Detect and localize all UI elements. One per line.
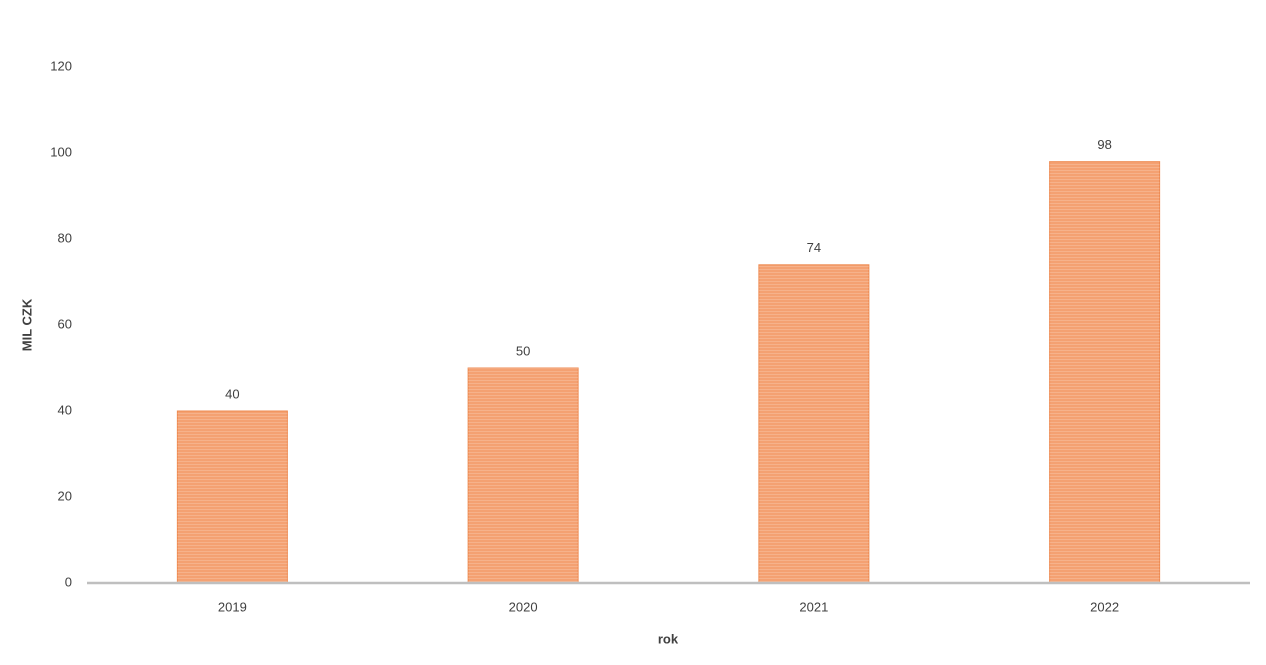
x-axis-title: rok [658,631,679,646]
bar [176,410,288,584]
bar [1049,161,1161,584]
bar [467,367,579,584]
data-label: 74 [807,240,821,255]
y-tick-label: 80 [58,230,72,245]
y-tick-label: 0 [65,574,72,589]
x-tick-label: 2021 [799,599,828,614]
data-label: 98 [1097,137,1111,152]
data-label: 40 [225,386,239,401]
x-tick-label: 2022 [1090,599,1119,614]
bar [758,264,870,584]
data-label: 50 [516,343,530,358]
y-tick-label: 60 [58,316,72,331]
y-tick-label: 100 [50,144,72,159]
x-tick-label: 2020 [509,599,538,614]
y-tick-label: 120 [50,58,72,73]
y-tick-label: 40 [58,402,72,417]
y-axis-title: MIL CZK [19,298,34,351]
x-tick-label: 2019 [218,599,247,614]
y-tick-label: 20 [58,488,72,503]
